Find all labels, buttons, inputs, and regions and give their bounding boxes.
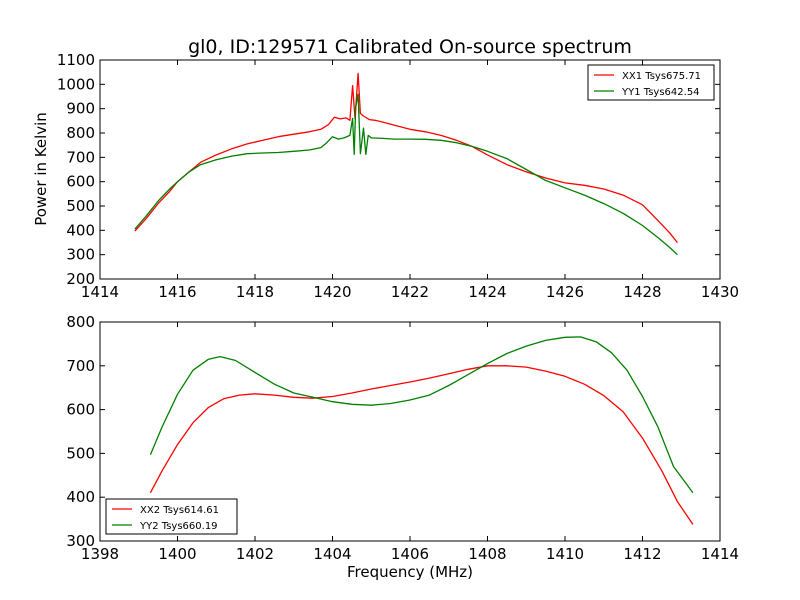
y-tick-label: 400 (66, 221, 95, 239)
y-tick-label: 600 (66, 401, 95, 419)
y-tick-label: 800 (66, 313, 95, 331)
y-tick-label: 500 (66, 444, 95, 462)
x-tick-label: 1412 (623, 545, 661, 563)
chart-title: gl0, ID:129571 Calibrated On-source spec… (188, 36, 632, 58)
x-tick-label: 1428 (623, 283, 661, 301)
top-y-axis-label: Power in Kelvin (32, 112, 50, 226)
x-tick-label: 1422 (391, 283, 429, 301)
x-tick-label: 1414 (81, 283, 119, 301)
y-tick-label: 600 (66, 173, 95, 191)
x-tick-label: 1414 (701, 545, 739, 563)
y-tick-label: 700 (66, 148, 95, 166)
y-tick-label: 800 (66, 124, 95, 142)
x-tick-label: 1404 (313, 545, 351, 563)
y-tick-label: 300 (66, 532, 95, 550)
x-axis-label: Frequency (MHz) (347, 563, 473, 581)
y-tick-label: 200 (66, 270, 95, 288)
x-tick-label: 1410 (546, 545, 584, 563)
series-line-1 (149, 365, 694, 525)
series-line-2 (149, 336, 694, 494)
x-tick-label: 1430 (701, 283, 739, 301)
y-tick-label: 1000 (57, 75, 95, 93)
bottom-panel: 1398 1400 1402 1404 1406 1408 1410 1412 1414 300 4… (66, 313, 739, 563)
x-tick-label: 1398 (81, 545, 119, 563)
legend-label: XX1 Tsys675.71 (622, 71, 701, 82)
x-tick-label: 1424 (468, 283, 506, 301)
x-tick-label: 1402 (236, 545, 274, 563)
top-panel: 1414 1416 1418 1420 1422 1424 1426 1428 1430 200 3… (57, 51, 739, 301)
legend: XX1 Tsys675.71 YY1 Tsys642.54 (587, 64, 715, 101)
legend-label: XX2 Tsys614.61 (140, 505, 219, 516)
x-tick-label: 1420 (313, 283, 351, 301)
legend: XX2 Tsys614.61 YY2 Tsys660.19 (105, 498, 238, 535)
series-line-1 (134, 72, 678, 243)
y-tick-label: 400 (66, 488, 95, 506)
x-tick-label: 1400 (158, 545, 196, 563)
y-tick-label: 700 (66, 357, 95, 375)
series-line-2 (134, 93, 678, 256)
x-tick-label: 1406 (391, 545, 429, 563)
x-tick-label: 1426 (546, 283, 584, 301)
x-tick-label: 1416 (158, 283, 196, 301)
y-tick-label: 300 (66, 246, 95, 264)
y-tick-label: 1100 (57, 51, 95, 69)
y-tick-label: 900 (66, 100, 95, 118)
legend-label: YY1 Tsys642.54 (621, 87, 700, 98)
x-tick-label: 1418 (236, 283, 274, 301)
y-tick-label: 500 (66, 197, 95, 215)
x-tick-label: 1408 (468, 545, 506, 563)
legend-label: YY2 Tsys660.19 (139, 521, 218, 532)
